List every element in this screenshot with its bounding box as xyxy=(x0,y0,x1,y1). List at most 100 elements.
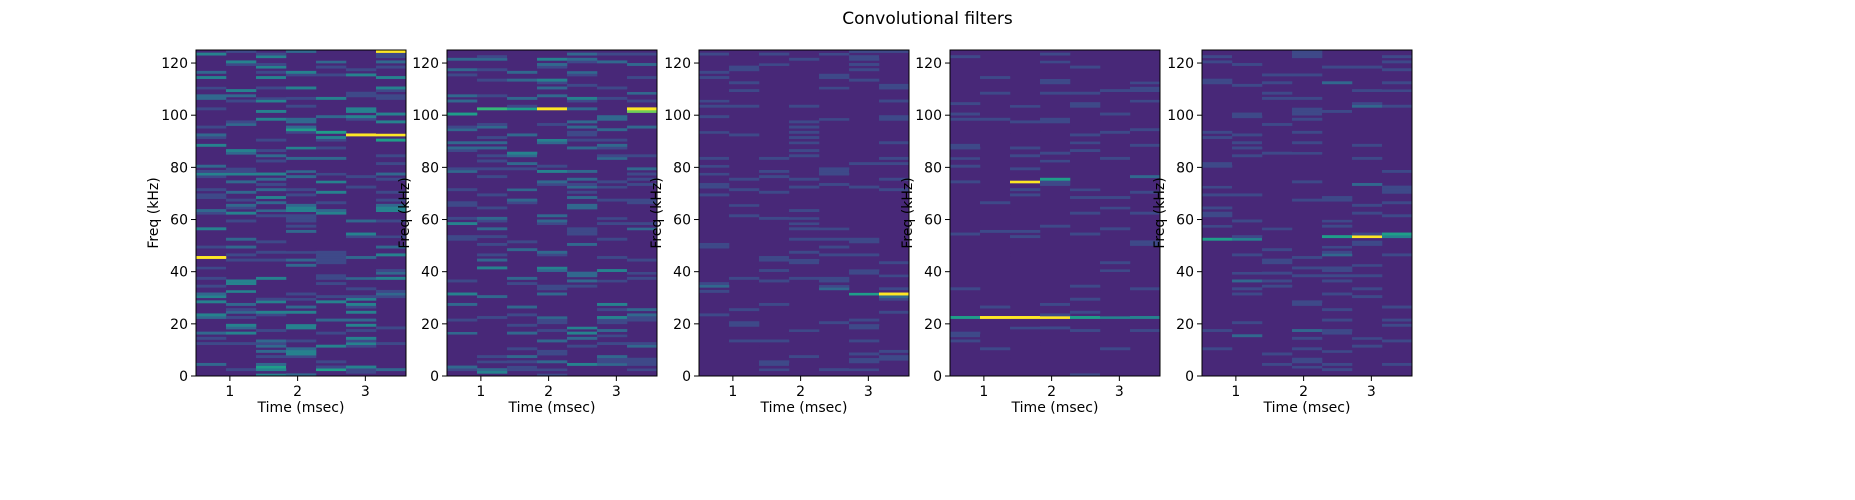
heatmap-cell xyxy=(537,183,568,186)
y-tick-label: 120 xyxy=(915,56,942,72)
heatmap-cell xyxy=(256,349,287,353)
heatmap-cell xyxy=(537,219,568,223)
heatmap-cell xyxy=(1322,362,1353,366)
heatmap-cell xyxy=(1292,180,1323,184)
x-tick-label: 3 xyxy=(612,384,621,400)
heatmap-cell xyxy=(316,326,347,330)
heatmap-cell xyxy=(1382,86,1413,90)
heatmap-cell xyxy=(477,146,508,150)
heatmap-cell xyxy=(980,347,1011,351)
heatmap-cell xyxy=(376,86,407,90)
heatmap-cell xyxy=(729,107,760,111)
heatmap-cell xyxy=(477,167,508,171)
y-tick-label: 0 xyxy=(1185,369,1194,385)
heatmap-cell xyxy=(376,209,407,212)
heatmap-cell xyxy=(537,352,568,356)
heatmap-cell xyxy=(789,136,820,139)
heatmap-cell xyxy=(286,365,317,369)
heatmap-cell xyxy=(597,109,628,113)
heatmap-cell xyxy=(537,169,568,173)
heatmap-cell xyxy=(627,125,658,129)
heatmap-cell xyxy=(1100,143,1131,147)
heatmap-cell xyxy=(1040,117,1071,121)
heatmap-cell xyxy=(1040,339,1071,343)
heatmap-cell xyxy=(1292,52,1323,56)
heatmap-cell xyxy=(597,308,628,312)
heatmap-cell xyxy=(759,256,790,259)
heatmap-cell xyxy=(507,362,538,366)
heatmap-cell xyxy=(477,266,508,270)
heatmap-cell xyxy=(1382,143,1413,147)
heatmap-cell xyxy=(1232,235,1263,239)
y-tick-label: 80 xyxy=(421,160,439,176)
heatmap-cell xyxy=(849,63,880,66)
heatmap-cell xyxy=(729,201,760,205)
heatmap-cell xyxy=(537,94,568,98)
heatmap-cell xyxy=(507,276,538,280)
heatmap-cell xyxy=(1202,229,1233,233)
heatmap-cell xyxy=(1040,224,1071,228)
heatmap-cell xyxy=(759,352,790,356)
heatmap-cell xyxy=(729,203,760,207)
y-axis-label: Freq (kHz) xyxy=(1152,177,1168,248)
heatmap-cell xyxy=(376,138,407,142)
heatmap-cell xyxy=(789,227,820,231)
heatmap-cell xyxy=(447,237,478,241)
heatmap-cell xyxy=(1130,50,1161,53)
heatmap-cell xyxy=(1292,141,1323,145)
heatmap-cell xyxy=(477,368,508,372)
heatmap-cell xyxy=(196,235,227,239)
heatmap-cell xyxy=(1382,115,1413,119)
heatmap-cell xyxy=(537,81,568,85)
heatmap-cell xyxy=(447,188,478,192)
heatmap-cell xyxy=(759,302,790,306)
heatmap-cell xyxy=(316,250,347,254)
heatmap-cell xyxy=(346,235,377,239)
heatmap-cell xyxy=(1262,60,1293,64)
heatmap-cell xyxy=(597,355,628,359)
heatmap-cell xyxy=(759,282,790,286)
heatmap-cell xyxy=(597,156,628,160)
heatmap-cell xyxy=(1382,188,1413,192)
heatmap-cell xyxy=(346,342,377,346)
heatmap-cell xyxy=(1040,198,1071,202)
heatmap-cell xyxy=(256,99,287,103)
heatmap-cell xyxy=(759,175,790,179)
heatmap-cell xyxy=(1382,214,1413,218)
heatmap-cell xyxy=(346,73,377,77)
heatmap-cell xyxy=(567,169,598,173)
heatmap-cell xyxy=(447,279,478,283)
heatmap-cell xyxy=(507,138,538,142)
heatmap-cell xyxy=(346,232,377,236)
heatmap-cell xyxy=(226,89,257,93)
heatmap-cell xyxy=(1010,188,1041,192)
heatmap-cell xyxy=(226,323,257,327)
heatmap-cell xyxy=(477,219,508,223)
heatmap-cell xyxy=(627,357,658,361)
heatmap-cell xyxy=(286,193,317,197)
heatmap-cell xyxy=(507,248,538,252)
heatmap-cell xyxy=(567,133,598,137)
heatmap-cell xyxy=(1352,344,1383,348)
heatmap-cell xyxy=(699,149,730,153)
heatmap-cell xyxy=(627,276,658,280)
heatmap-cell xyxy=(1232,229,1263,233)
heatmap-cell xyxy=(1010,229,1041,233)
heatmap-cell xyxy=(1262,73,1293,77)
heatmap-cell xyxy=(316,130,347,134)
heatmap-cell xyxy=(980,91,1011,95)
heatmap-cell xyxy=(789,269,820,272)
heatmap-cell xyxy=(1292,266,1323,270)
heatmap-cell xyxy=(316,73,347,77)
heatmap-cell xyxy=(196,256,227,259)
heatmap-cell xyxy=(819,162,850,166)
heatmap-cell xyxy=(729,81,760,85)
heatmap-cell xyxy=(346,68,377,72)
heatmap-cell xyxy=(1262,112,1293,116)
heatmap-cell xyxy=(286,70,317,74)
heatmap-cell xyxy=(1352,240,1383,244)
heatmap-cell xyxy=(1382,190,1413,194)
heatmap-cell xyxy=(759,63,790,66)
heatmap-cell xyxy=(729,89,760,93)
heatmap-cell xyxy=(1232,287,1263,291)
